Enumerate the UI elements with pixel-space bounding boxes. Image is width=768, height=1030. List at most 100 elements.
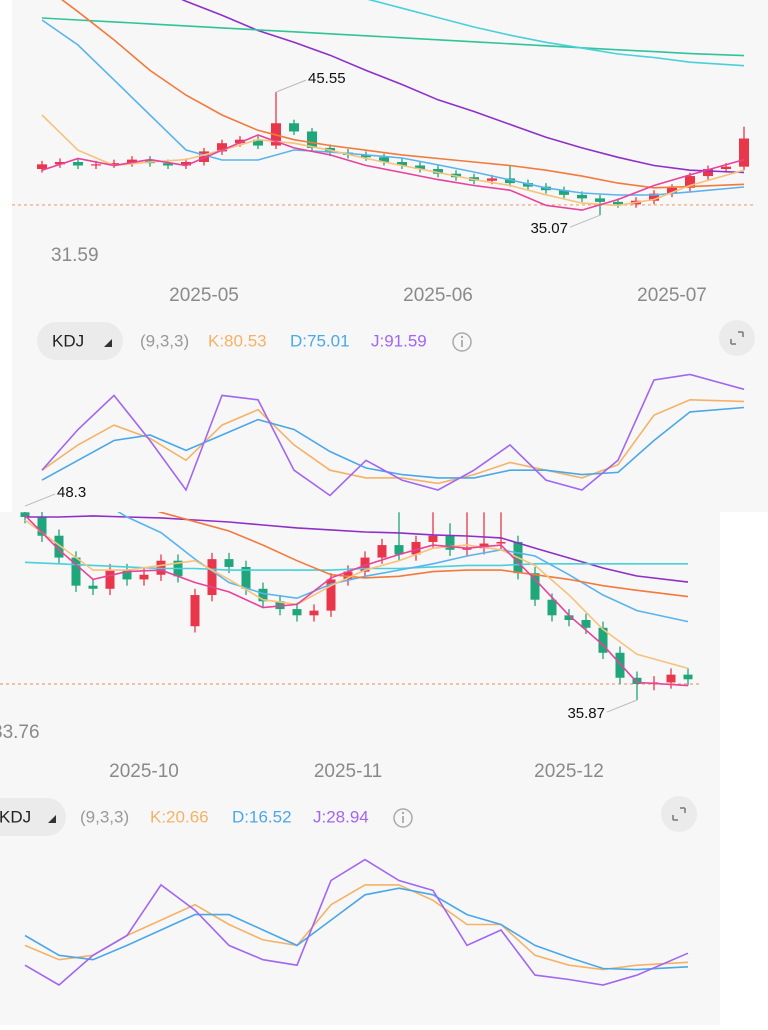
candle-body (394, 545, 404, 555)
candle-body (105, 570, 115, 589)
candle-body (71, 557, 81, 586)
low-annotation: 35.87 (567, 705, 605, 722)
candle-body (547, 599, 557, 616)
candle-body (739, 138, 749, 167)
candle-body (326, 579, 336, 611)
k-label: K:20.66 (150, 807, 209, 826)
x-tick-label: 2025-07 (637, 285, 707, 306)
candle-body (685, 176, 695, 188)
candle-body (577, 194, 587, 199)
low-annotation: 35.07 (530, 220, 568, 237)
dropdown-icon (104, 339, 112, 347)
x-tick-label: 2025-12 (534, 761, 604, 782)
annotation-leader (606, 699, 638, 713)
plot-area (24, 858, 689, 986)
j-label: J:28.94 (313, 807, 369, 826)
x-tick-label: 2025-05 (169, 285, 239, 306)
candle-body (258, 588, 268, 602)
y-tick-label: 33.76 (0, 722, 40, 743)
indicator-button[interactable] (37, 322, 123, 360)
candle-body (91, 164, 101, 166)
candle-body (55, 161, 65, 165)
candle-body (666, 674, 676, 683)
moving-average-line (157, 512, 689, 598)
moving-average-line (24, 519, 689, 670)
x-tick-label: 2025-11 (314, 761, 382, 782)
candle-body (397, 161, 407, 166)
candle-body (564, 615, 574, 621)
candle-body (109, 163, 119, 165)
indicator-params: (9,3,3) (80, 807, 129, 826)
dropdown-icon (48, 815, 56, 823)
moving-average-line (117, 512, 689, 623)
high-annotation: 48.3 (57, 484, 86, 501)
x-tick-label: 2025-10 (109, 761, 179, 782)
d-label: D:75.01 (290, 331, 350, 350)
candle-body (292, 609, 302, 616)
candle-body (224, 559, 234, 567)
d-label: D:16.52 (232, 807, 292, 826)
candle-body (649, 193, 659, 201)
indicator-name: KDJ (52, 331, 84, 350)
moving-average-line (181, 0, 745, 174)
expand-button[interactable] (661, 796, 697, 832)
moving-average-line (41, 19, 745, 196)
info-icon[interactable] (393, 808, 413, 828)
plot-area (0, 512, 700, 701)
candle-body (54, 535, 64, 558)
kdj-line (41, 398, 745, 485)
candle-body (433, 169, 443, 174)
candle-body (361, 154, 371, 158)
kdj-line (41, 373, 745, 497)
candle-body (411, 541, 421, 555)
candle-body (163, 163, 173, 166)
candle-body (309, 610, 319, 616)
x-tick-label: 2025-06 (403, 285, 473, 306)
moving-average-line (41, 17, 745, 57)
candle-body (253, 139, 263, 146)
indicator-name: KDJ (0, 807, 31, 826)
kdj-line (24, 884, 689, 971)
candle-body (496, 541, 506, 544)
moving-average-line (61, 0, 745, 189)
kdj-line (41, 406, 745, 481)
candle-body (505, 178, 515, 184)
indicator-button[interactable] (0, 798, 66, 836)
candle-body (241, 566, 251, 589)
plot-area (12, 0, 756, 216)
candle-body (615, 652, 625, 678)
candle-body (207, 559, 217, 596)
annotation-leader (569, 214, 601, 228)
candle-body (181, 161, 191, 166)
info-icon[interactable] (452, 332, 472, 352)
candle-body (127, 159, 137, 164)
expand-button[interactable] (719, 320, 755, 356)
candle-body (415, 165, 425, 170)
moving-average-line (25, 515, 689, 583)
candle-body (20, 512, 30, 517)
moving-average-line (41, 114, 745, 207)
candle-body (530, 573, 540, 600)
kdj-line (24, 887, 689, 971)
moving-average-line (24, 514, 689, 687)
candle-body (377, 545, 387, 558)
indicator-params: (9,3,3) (140, 331, 189, 350)
candle-body (445, 535, 455, 550)
candle-body (73, 161, 83, 166)
candle-body (683, 674, 693, 680)
annotation-leader (275, 79, 307, 93)
high-annotation: 45.55 (308, 70, 346, 87)
candle-body (595, 198, 605, 202)
candle-body (289, 123, 299, 132)
candle-body (379, 157, 389, 162)
k-label: K:80.53 (208, 331, 267, 350)
candle-body (217, 143, 227, 152)
candle-body (721, 166, 731, 170)
moving-average-line (41, 134, 745, 211)
candle-body (667, 187, 677, 194)
candle-body (581, 620, 591, 628)
candle-body (307, 131, 317, 148)
candle-body (523, 183, 533, 187)
